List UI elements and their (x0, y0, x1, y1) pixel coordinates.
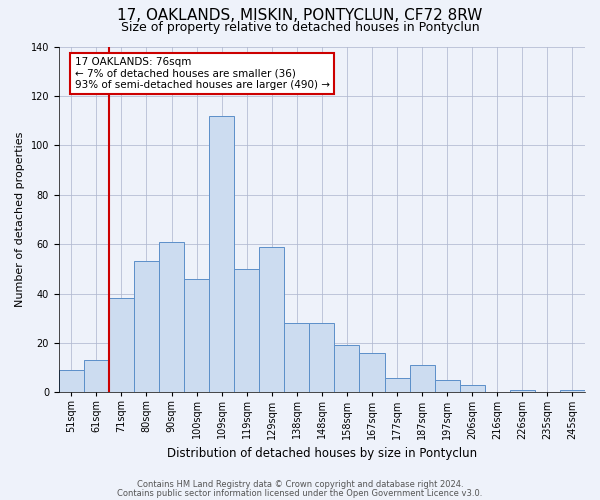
Bar (560, 390, 585, 392)
Y-axis label: Number of detached properties: Number of detached properties (15, 132, 25, 307)
Bar (109, 298, 134, 392)
Bar (59, 370, 84, 392)
X-axis label: Distribution of detached houses by size in Pontyclun: Distribution of detached houses by size … (167, 447, 477, 460)
Bar (209, 116, 234, 392)
Bar (84, 360, 109, 392)
Bar (434, 380, 460, 392)
Bar (410, 365, 434, 392)
Text: Contains HM Land Registry data © Crown copyright and database right 2024.: Contains HM Land Registry data © Crown c… (137, 480, 463, 489)
Bar (334, 346, 359, 393)
Bar (284, 323, 310, 392)
Text: 17 OAKLANDS: 76sqm
← 7% of detached houses are smaller (36)
93% of semi-detached: 17 OAKLANDS: 76sqm ← 7% of detached hous… (74, 57, 329, 90)
Text: 17, OAKLANDS, MISKIN, PONTYCLUN, CF72 8RW: 17, OAKLANDS, MISKIN, PONTYCLUN, CF72 8R… (118, 8, 482, 22)
Text: Size of property relative to detached houses in Pontyclun: Size of property relative to detached ho… (121, 21, 479, 34)
Bar (460, 385, 485, 392)
Bar (385, 378, 410, 392)
Bar (359, 353, 385, 393)
Bar (159, 242, 184, 392)
Bar (259, 246, 284, 392)
Bar (510, 390, 535, 392)
Bar (310, 323, 334, 392)
Bar (234, 269, 259, 392)
Bar (184, 278, 209, 392)
Text: Contains public sector information licensed under the Open Government Licence v3: Contains public sector information licen… (118, 488, 482, 498)
Bar (134, 262, 159, 392)
